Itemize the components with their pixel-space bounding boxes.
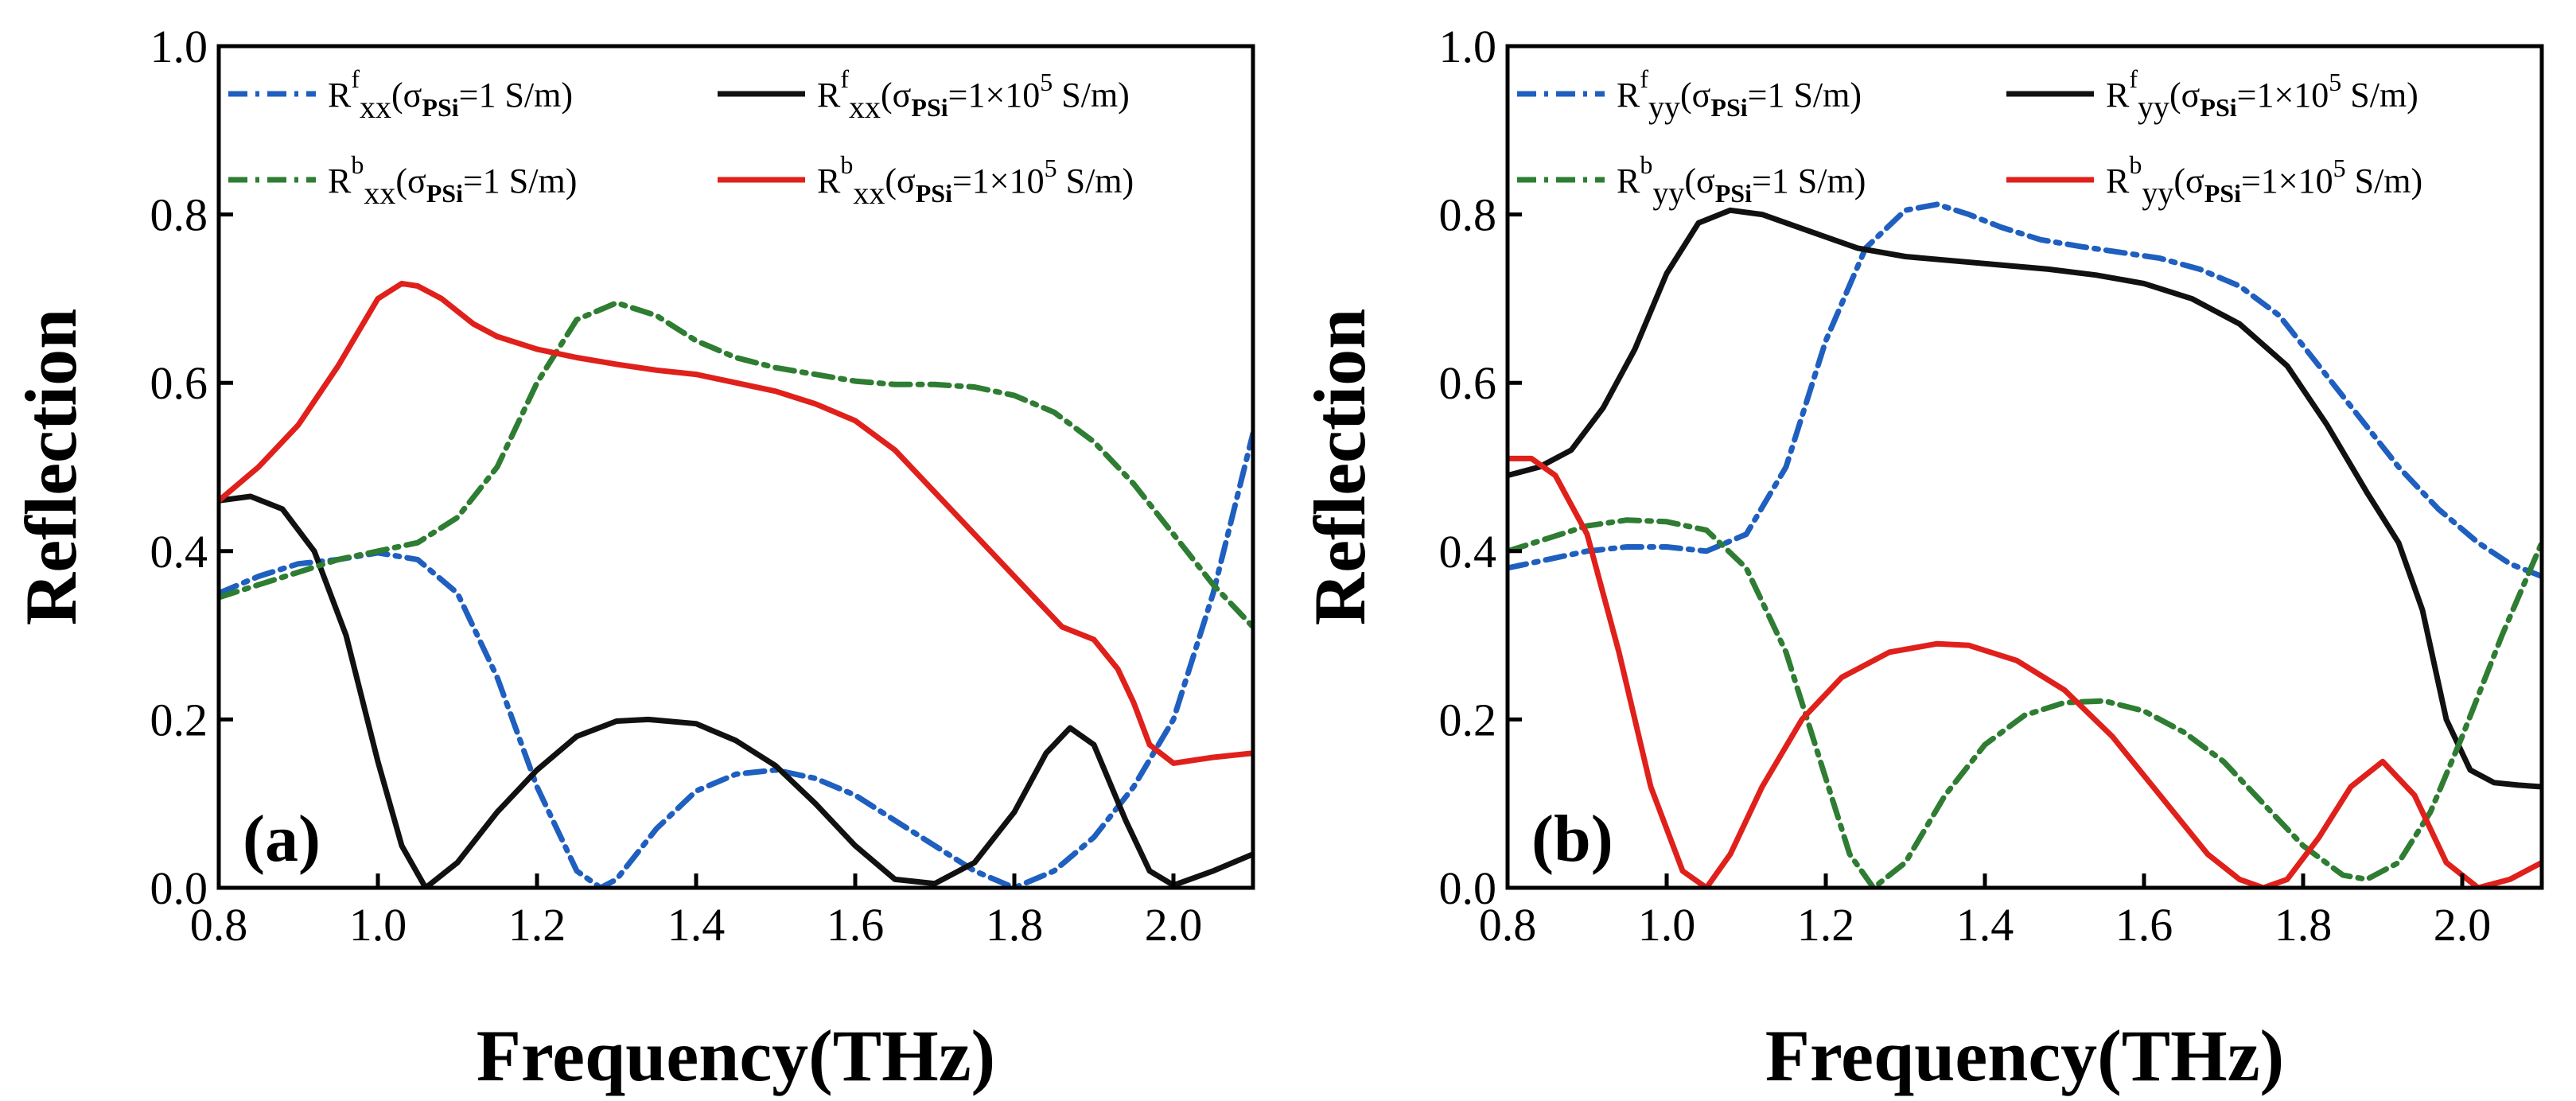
x-tick-label: 2.0 — [1145, 899, 1203, 951]
legend-entry-2: Rfyy(σPSi=1×105 S/m) — [2006, 64, 2418, 125]
legend-entry-3: Rbxx(σPSi=1 S/m) — [228, 150, 577, 211]
series-line-1 — [1508, 201, 2542, 579]
x-tick-label: 1.4 — [667, 899, 726, 951]
y-tick-label: 0.4 — [1439, 526, 1497, 578]
y-tick-label: 0.8 — [150, 189, 208, 241]
x-tick-label: 1.4 — [1956, 899, 2014, 951]
x-tick-label: 2.0 — [2434, 899, 2492, 951]
series-line-2 — [1508, 207, 2542, 790]
x-axis-title: Frequency(THz) — [1765, 1015, 2284, 1096]
series-line-2 — [219, 493, 1253, 888]
legend-entry-4: Rbyy(σPSi=1×105 S/m) — [2006, 150, 2422, 211]
legend-label: Rfxx(σPSi=1×105 S/m) — [817, 64, 1130, 125]
legend-entry-2: Rfxx(σPSi=1×105 S/m) — [718, 64, 1130, 125]
series-line-4 — [1508, 455, 2542, 888]
y-tick-label: 1.0 — [1439, 21, 1497, 72]
legend-label: Rbyy(σPSi=1×105 S/m) — [2106, 150, 2422, 211]
x-tick-label: 1.8 — [2274, 899, 2333, 951]
legend-label: Rfyy(σPSi=1 S/m) — [1617, 64, 1862, 125]
legend-label: Rbyy(σPSi=1 S/m) — [1617, 150, 1866, 211]
series-line-3 — [1508, 517, 2542, 888]
series-line-3 — [219, 300, 1253, 630]
y-tick-label: 0.4 — [150, 526, 208, 578]
x-axis-title: Frequency(THz) — [477, 1015, 995, 1096]
legend-label: Rfyy(σPSi=1×105 S/m) — [2106, 64, 2418, 125]
series-line-1 — [219, 430, 1253, 888]
legend-entry-1: Rfxx(σPSi=1 S/m) — [228, 64, 573, 125]
legend-label: Rbxx(σPSi=1 S/m) — [328, 150, 577, 211]
panel-label: (a) — [243, 802, 321, 876]
chart-panel-b: 0.8 1.0 1.2 1.4 1.6 1.8 2.0 0.0 0.2 0.4 0.6 0.8 1.0 F… — [1299, 21, 2544, 1096]
chart-panel-a: 0.8 1.0 1.2 1.4 1.6 1.8 2.0 0.0 0.2 0.4 0.6 0.8 1.0 F… — [10, 21, 1255, 1096]
y-tick-label: 0.2 — [150, 694, 208, 745]
y-axis-title: Reflection — [10, 309, 91, 626]
y-tick-label: 0.0 — [150, 862, 208, 914]
legend-label: Rfxx(σPSi=1 S/m) — [328, 64, 573, 125]
x-tick-label: 1.2 — [508, 899, 566, 951]
y-tick-label: 0.2 — [1439, 694, 1497, 745]
x-tick-label: 1.6 — [827, 899, 885, 951]
plot-frame — [216, 44, 1255, 890]
legend-entry-3: Rbyy(σPSi=1 S/m) — [1517, 150, 1866, 211]
y-tick-label: 0.6 — [1439, 357, 1497, 409]
legend-label: Rbxx(σPSi=1×105 S/m) — [817, 150, 1134, 211]
x-tick-label: 0.8 — [1479, 899, 1537, 951]
x-tick-label: 1.8 — [986, 899, 1044, 951]
x-tick-label: 1.6 — [2115, 899, 2173, 951]
legend-entry-1: Rfyy(σPSi=1 S/m) — [1517, 64, 1862, 125]
series-line-4 — [219, 280, 1253, 766]
legend-entry-4: Rbxx(σPSi=1×105 S/m) — [718, 150, 1134, 211]
y-axis-title: Reflection — [1299, 309, 1380, 626]
y-tick-label: 0.6 — [150, 357, 208, 409]
plot-frame — [1505, 44, 2544, 890]
panel-label: (b) — [1531, 802, 1613, 876]
x-tick-label: 0.8 — [190, 899, 248, 951]
y-tick-label: 1.0 — [150, 21, 208, 72]
x-tick-label: 1.2 — [1797, 899, 1855, 951]
y-tick-label: 0.8 — [1439, 189, 1497, 241]
y-tick-label: 0.0 — [1439, 862, 1497, 914]
x-tick-label: 1.0 — [1638, 899, 1696, 951]
x-tick-label: 1.0 — [349, 899, 407, 951]
